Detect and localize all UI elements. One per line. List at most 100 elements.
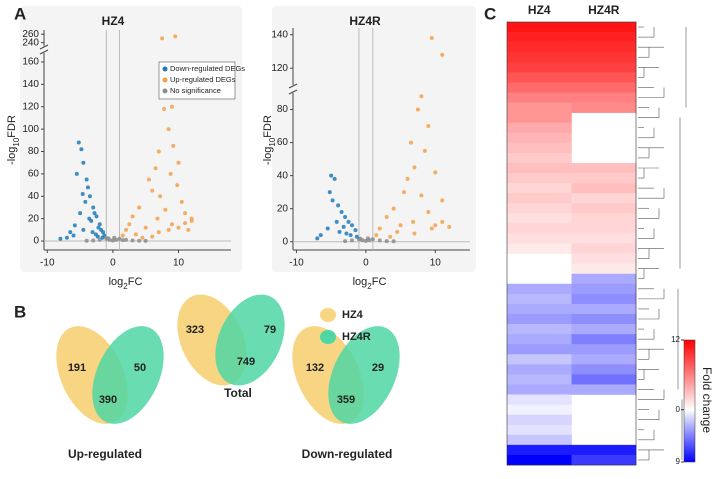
data-point <box>96 225 101 230</box>
colorbar-tick-label: 0 <box>676 405 681 414</box>
heatmap-cell <box>507 122 572 134</box>
data-point <box>176 225 181 230</box>
data-point <box>101 230 106 235</box>
data-point <box>100 235 105 240</box>
data-point <box>92 211 97 216</box>
heatmap-cell <box>507 384 572 395</box>
heatmap-cell <box>571 92 637 103</box>
y-tick-label: 60 <box>277 137 289 148</box>
data-point <box>411 219 416 224</box>
data-point <box>175 183 180 188</box>
data-point <box>156 149 161 154</box>
heatmap-cell <box>507 434 572 446</box>
data-point <box>350 223 354 228</box>
venn-count: 29 <box>372 362 384 374</box>
heatmap-cell <box>507 243 572 254</box>
data-point <box>398 223 403 228</box>
data-point <box>137 238 142 243</box>
venn-set <box>92 326 164 424</box>
venn-count: 50 <box>134 362 146 374</box>
heatmap-cell <box>571 233 637 244</box>
data-point <box>189 216 194 221</box>
data-point <box>91 205 96 210</box>
data-point <box>426 124 431 129</box>
y-tick-label: 20 <box>28 213 40 224</box>
heatmap-cell <box>571 22 637 33</box>
data-point <box>336 203 341 208</box>
data-point <box>183 211 188 216</box>
data-point <box>429 226 434 231</box>
data-point <box>83 199 88 204</box>
axis-label: log2FC <box>353 276 387 291</box>
data-point <box>97 222 102 227</box>
axis-break <box>39 49 49 55</box>
legend-marker <box>320 330 336 344</box>
data-point <box>179 199 184 204</box>
data-point <box>140 235 145 240</box>
heatmap-cell <box>571 42 637 53</box>
axis-label-part: FC <box>128 276 143 288</box>
data-point <box>137 205 142 210</box>
venn-count: 191 <box>68 362 86 374</box>
x-tick-label: 10 <box>173 258 185 269</box>
data-point <box>171 143 176 148</box>
y-tick-label: 160 <box>22 57 39 68</box>
heatmap-cell <box>571 293 637 305</box>
data-point <box>87 216 92 221</box>
data-point <box>402 190 407 195</box>
heatmap-cell <box>507 22 572 33</box>
axis-label-part: log <box>353 276 368 288</box>
data-point <box>176 160 181 165</box>
heatmap-cell <box>571 354 637 365</box>
heatmap-cell <box>507 52 572 63</box>
data-point <box>95 234 100 239</box>
legend-marker <box>320 308 336 322</box>
axis-label-part: 10 <box>12 137 21 146</box>
panel-label: A <box>14 4 26 23</box>
heatmap-cell <box>507 394 572 405</box>
heatmap-cell <box>507 454 572 466</box>
legend-label: HZ4 <box>342 309 364 321</box>
data-point <box>384 214 389 219</box>
heatmap-cell <box>571 243 637 254</box>
heatmap-cell <box>507 303 572 315</box>
heatmap-cell <box>507 293 572 305</box>
data-point <box>162 106 167 111</box>
data-point <box>388 234 393 239</box>
heatmap-cell <box>571 334 637 345</box>
data-point <box>146 177 151 182</box>
y-tick-label: 240 <box>22 37 39 48</box>
y-tick-label: 260 <box>22 29 39 40</box>
legend-marker <box>162 88 168 94</box>
data-point <box>377 238 382 243</box>
data-point <box>343 239 348 244</box>
data-point <box>330 198 335 203</box>
heatmap-cell <box>507 112 572 123</box>
heatmap-cell <box>507 414 572 426</box>
x-tick-label: 10 <box>430 258 442 269</box>
heatmap-cell <box>571 173 637 184</box>
heatmap-cell <box>571 344 637 355</box>
data-point <box>339 209 344 214</box>
data-point <box>127 222 132 227</box>
data-point <box>84 238 89 243</box>
heatmap-cell <box>571 444 637 456</box>
data-point <box>391 239 396 244</box>
heatmap-cell <box>571 72 637 83</box>
data-point <box>173 34 178 39</box>
y-tick-label: 140 <box>22 79 39 90</box>
data-point <box>412 165 417 170</box>
y-tick-label: 80 <box>28 146 40 157</box>
axis-break <box>288 89 298 95</box>
data-point <box>433 223 438 228</box>
data-point <box>143 238 148 243</box>
heatmap-cell <box>507 203 572 214</box>
data-point <box>117 236 122 241</box>
heatmap-cell <box>571 62 637 73</box>
heatmap-cell <box>507 374 572 385</box>
heatmap-cell <box>507 404 572 415</box>
heatmap-cell <box>507 162 572 174</box>
data-point <box>85 185 90 190</box>
data-point <box>440 219 445 224</box>
